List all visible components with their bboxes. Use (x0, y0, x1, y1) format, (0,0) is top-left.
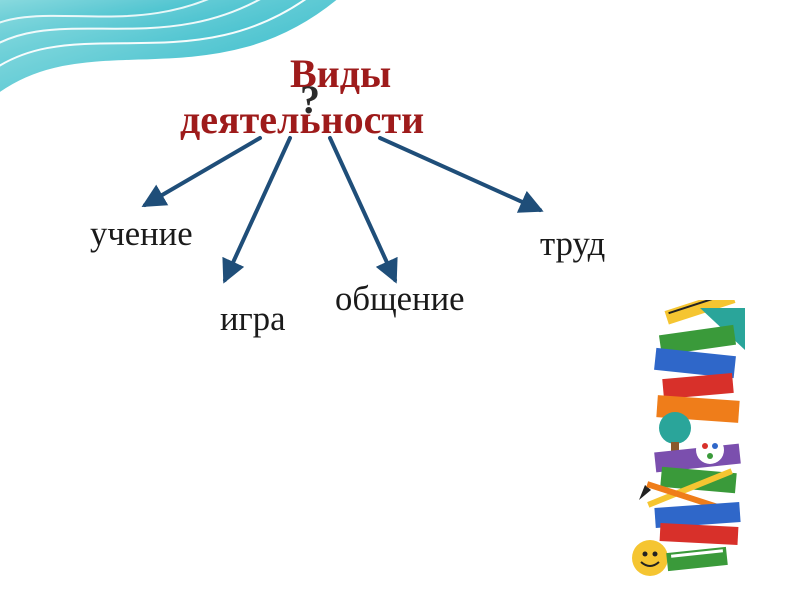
slide: Виды ? деятельности учениеиграобщениетру… (0, 0, 800, 600)
leaf-label: труд (540, 225, 605, 264)
leaf-label: игра (220, 300, 285, 339)
title-line-2: деятельности (180, 96, 424, 143)
leaf-label: учение (90, 215, 193, 254)
leaf-label: общение (335, 280, 465, 319)
school-supplies-clipart (605, 300, 750, 580)
